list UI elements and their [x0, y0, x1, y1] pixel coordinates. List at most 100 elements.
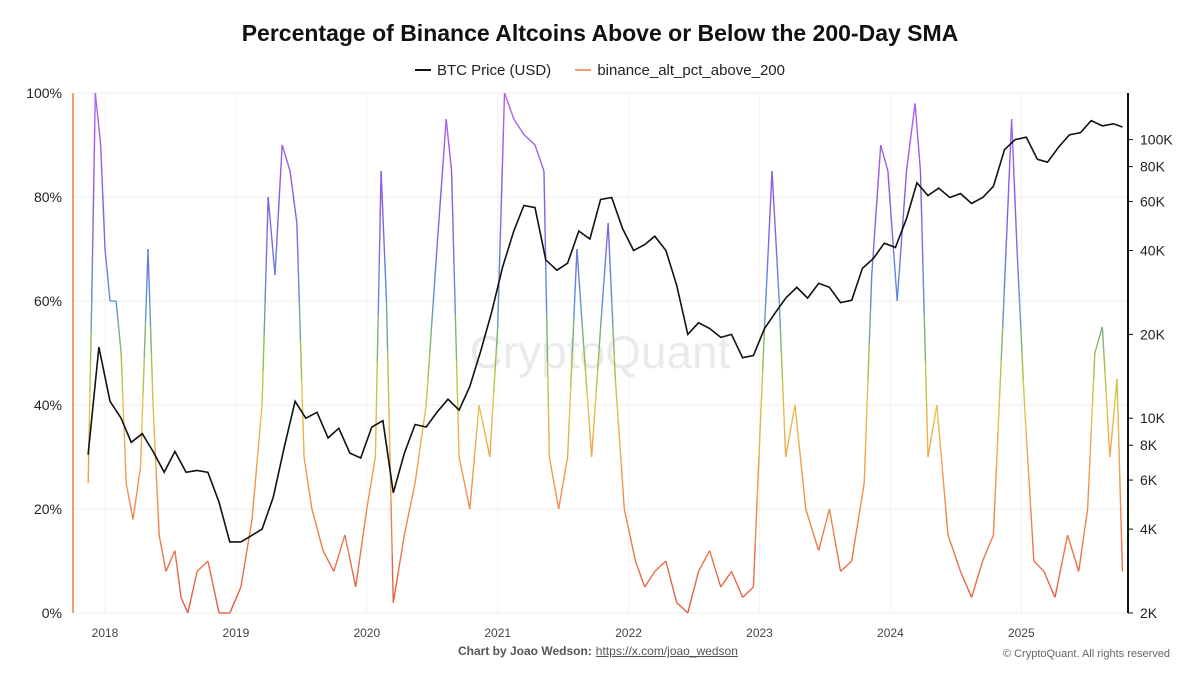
alt-pct-segment [828, 508, 832, 520]
legend-item-alt-pct[interactable]: binance_alt_pct_above_200 [575, 62, 785, 79]
alt-pct-segment [432, 274, 436, 302]
alt-pct-segment [1082, 529, 1086, 541]
alt-pct-segment [998, 361, 1002, 397]
alt-pct-segment [967, 588, 971, 594]
alt-pct-segment [142, 358, 145, 395]
alt-pct-segment [416, 456, 420, 471]
alt-pct-segment [603, 257, 607, 276]
alt-pct-segment [859, 495, 863, 510]
alt-pct-segment [1028, 482, 1032, 510]
alt-pct-segment [914, 103, 917, 115]
alt-pct-segment [1097, 335, 1101, 341]
chart-credit: Chart by Joao Wedson: https://x.com/joao_… [458, 644, 738, 658]
alt-pct-segment [377, 266, 380, 315]
alt-pct-segment [258, 424, 262, 444]
alt-pct-segment [772, 192, 776, 215]
alt-pct-segment [364, 508, 368, 523]
alt-pct-segment [430, 300, 435, 328]
alt-pct-segment [183, 604, 187, 609]
alt-pct-segment [374, 409, 378, 458]
alt-pct-segment [974, 578, 978, 586]
alt-pct-segment [805, 508, 809, 517]
alt-pct-segment [216, 604, 220, 614]
alt-pct-segment [485, 439, 489, 449]
alt-pct-segment [1101, 326, 1105, 349]
alt-pct-segment [1004, 222, 1008, 258]
alt-pct-segment [1120, 539, 1124, 572]
alt-pct-segment [158, 534, 161, 542]
alt-pct-segment [955, 559, 960, 566]
alt-pct-segment [89, 361, 92, 393]
alt-pct-segment [712, 562, 716, 570]
x-tick-label: 2018 [92, 626, 119, 640]
alt-pct-segment [383, 235, 386, 258]
alt-pct-segment [407, 508, 411, 518]
credit-link[interactable]: https://x.com/joao_wedson [595, 644, 738, 658]
alt-pct-segment [103, 231, 106, 250]
alt-pct-segment [1043, 571, 1047, 577]
alt-pct-segment [265, 231, 268, 267]
alt-pct-segment [931, 422, 935, 432]
alt-pct-segment [1092, 352, 1096, 380]
alt-pct-segment [1074, 559, 1078, 566]
alt-pct-segment [106, 274, 110, 284]
alt-pct-segment [95, 101, 98, 111]
alt-pct-segment [619, 443, 623, 466]
alt-pct-segment [378, 218, 381, 267]
alt-pct-segment [883, 157, 887, 163]
alt-pct-segment [137, 475, 140, 485]
alt-pct-segment [128, 501, 132, 508]
alt-pct-segment [534, 144, 538, 150]
alt-pct-segment [578, 274, 581, 289]
y-right-tick-label: 6K [1140, 472, 1158, 488]
alt-pct-segment [480, 413, 484, 423]
alt-pct-segment [99, 136, 102, 146]
alt-pct-segment [270, 235, 274, 250]
alt-pct-segment [118, 335, 121, 345]
alt-pct-segment [280, 144, 283, 167]
alt-pct-segment [817, 543, 822, 551]
alt-pct-segment [1031, 534, 1035, 562]
alt-pct-segment [154, 448, 157, 471]
alt-pct-segment [439, 183, 443, 206]
alt-pct-segment [472, 456, 476, 475]
alt-pct-segment [778, 300, 781, 328]
alt-pct-segment [1095, 344, 1099, 349]
alt-pct-segment [320, 543, 324, 551]
alt-pct-segment [1102, 348, 1106, 371]
alt-pct-segment [565, 456, 569, 466]
alt-pct-segment [1077, 560, 1081, 572]
alt-pct-segment [782, 404, 786, 432]
alt-pct-segment [251, 500, 255, 520]
alt-pct-segment [554, 491, 558, 501]
alt-pct-segment [819, 536, 823, 544]
alt-pct-segment [148, 274, 151, 302]
alt-pct-segment [1099, 331, 1102, 336]
alt-pct-segment [144, 285, 148, 322]
alt-pct-segment [180, 597, 183, 601]
alt-pct-segment [414, 469, 418, 484]
alt-pct-segment [418, 443, 422, 458]
alt-pct-segment [773, 214, 777, 237]
alt-pct-segment [394, 579, 398, 592]
alt-pct-segment [165, 567, 169, 572]
alt-pct-segment [346, 543, 350, 553]
alt-pct-segment [884, 162, 888, 167]
alt-pct-segment [907, 148, 911, 160]
legend-item-btc[interactable]: BTC Price (USD) [414, 62, 551, 79]
btc-price-line [87, 119, 1123, 543]
alt-pct-segment [923, 313, 927, 362]
alt-pct-segment [166, 564, 170, 569]
alt-pct-segment [632, 552, 637, 562]
alt-pct-segment [649, 576, 653, 580]
alt-pct-segment [1006, 188, 1010, 224]
alt-pct-segment [789, 422, 793, 432]
alt-pct-segment [776, 257, 779, 280]
alt-pct-segment [578, 287, 582, 302]
alt-pct-segment [149, 326, 153, 354]
alt-pct-segment [200, 565, 204, 569]
alt-pct-segment [656, 567, 659, 571]
alt-pct-segment [119, 344, 122, 354]
alt-pct-segment [93, 127, 96, 163]
